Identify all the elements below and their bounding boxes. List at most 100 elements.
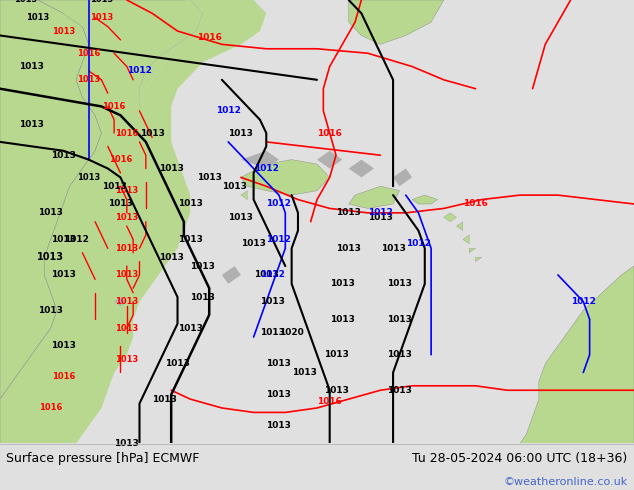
Text: 1012: 1012: [368, 208, 393, 218]
Text: 1013: 1013: [158, 253, 184, 262]
Text: 1012: 1012: [127, 67, 152, 75]
Text: 1013: 1013: [38, 306, 63, 315]
Text: 1013: 1013: [52, 26, 75, 36]
Polygon shape: [0, 0, 203, 443]
Text: 1013: 1013: [228, 128, 254, 138]
Text: 1016: 1016: [317, 397, 342, 406]
Text: 1013: 1013: [51, 270, 76, 279]
Text: 1016: 1016: [77, 49, 100, 58]
Text: 1013: 1013: [19, 62, 44, 71]
Polygon shape: [241, 191, 247, 199]
Text: 1013: 1013: [19, 120, 44, 129]
Polygon shape: [51, 0, 197, 443]
Text: 1012: 1012: [571, 297, 596, 306]
Text: 1013: 1013: [266, 390, 292, 399]
Text: 1013: 1013: [368, 213, 393, 222]
Text: 1013: 1013: [101, 182, 127, 191]
Text: ©weatheronline.co.uk: ©weatheronline.co.uk: [503, 477, 628, 487]
Text: 1013: 1013: [330, 279, 355, 288]
Text: 1013: 1013: [387, 350, 412, 359]
Text: 1013: 1013: [260, 328, 285, 337]
Text: 1013: 1013: [336, 244, 361, 253]
Text: 1012: 1012: [216, 106, 241, 115]
Text: 1012: 1012: [266, 199, 292, 208]
Polygon shape: [317, 151, 342, 169]
Text: 1012: 1012: [406, 240, 431, 248]
Polygon shape: [520, 266, 634, 443]
Text: 1013: 1013: [139, 128, 165, 138]
Text: 1013: 1013: [387, 279, 412, 288]
Polygon shape: [469, 248, 476, 253]
Text: 1013: 1013: [222, 182, 247, 191]
Text: 1012: 1012: [63, 235, 89, 244]
Polygon shape: [349, 186, 399, 208]
Text: 1013: 1013: [330, 315, 355, 324]
Text: 1013: 1013: [90, 0, 113, 4]
Text: 1013: 1013: [254, 270, 279, 279]
Text: 1012: 1012: [254, 164, 279, 173]
Polygon shape: [0, 0, 101, 399]
Polygon shape: [463, 235, 469, 244]
Polygon shape: [349, 0, 444, 44]
Text: 1013: 1013: [266, 421, 292, 430]
Text: 1016: 1016: [463, 199, 488, 208]
Text: 1013: 1013: [323, 350, 349, 359]
Polygon shape: [412, 195, 437, 204]
Text: 1013: 1013: [190, 262, 216, 270]
Text: 1013: 1013: [77, 75, 100, 84]
Text: 1013: 1013: [51, 151, 76, 160]
Text: 1013: 1013: [165, 359, 190, 368]
Text: 1013: 1013: [38, 208, 63, 218]
Text: 1013: 1013: [115, 244, 138, 253]
Text: Surface pressure [hPa] ECMWF: Surface pressure [hPa] ECMWF: [6, 452, 200, 465]
Text: 1013: 1013: [115, 297, 138, 306]
Polygon shape: [444, 213, 456, 221]
Text: 1013: 1013: [323, 386, 349, 395]
Text: 1013: 1013: [387, 386, 412, 395]
Text: Tu 28-05-2024 06:00 UTC (18+36): Tu 28-05-2024 06:00 UTC (18+36): [412, 452, 628, 465]
Text: 1016: 1016: [39, 403, 62, 413]
Text: 1016: 1016: [317, 128, 342, 138]
Text: 1013: 1013: [115, 186, 138, 195]
Text: 1013: 1013: [114, 439, 139, 448]
Polygon shape: [476, 257, 482, 262]
Polygon shape: [393, 169, 412, 186]
Text: 1013: 1013: [115, 213, 138, 222]
Text: 1013: 1013: [108, 199, 133, 208]
Text: 1013: 1013: [152, 394, 178, 404]
Text: 1016: 1016: [109, 155, 132, 164]
Text: 1013: 1013: [178, 324, 203, 333]
Text: 1016: 1016: [52, 372, 75, 381]
Text: 1013: 1013: [387, 315, 412, 324]
Text: 1013: 1013: [266, 359, 292, 368]
Text: 1020: 1020: [279, 328, 304, 337]
Text: 1013: 1013: [115, 270, 138, 279]
Text: 1013: 1013: [115, 324, 138, 333]
Polygon shape: [241, 151, 279, 169]
Polygon shape: [349, 160, 374, 177]
Text: 1013: 1013: [27, 13, 49, 22]
Text: 1013: 1013: [336, 208, 361, 218]
Text: 1016: 1016: [103, 102, 126, 111]
Text: 1013: 1013: [158, 164, 184, 173]
Text: 1013: 1013: [228, 213, 254, 222]
Text: 1013: 1013: [380, 244, 406, 253]
Polygon shape: [456, 221, 463, 231]
Text: 1016: 1016: [197, 33, 222, 42]
Text: 1013: 1013: [178, 199, 203, 208]
Text: 1013: 1013: [197, 173, 222, 182]
Text: 1013: 1013: [178, 235, 203, 244]
Text: 1012: 1012: [260, 270, 285, 279]
Text: 1013: 1013: [51, 342, 76, 350]
Text: 1016: 1016: [115, 128, 138, 138]
Text: 1013: 1013: [90, 13, 113, 22]
Text: 1013: 1013: [51, 235, 76, 244]
Polygon shape: [241, 160, 330, 195]
Text: 1013: 1013: [241, 240, 266, 248]
Text: 1012: 1012: [266, 235, 292, 244]
Polygon shape: [114, 297, 127, 306]
Text: 1013: 1013: [190, 293, 216, 302]
Text: 1013: 1013: [292, 368, 317, 377]
Text: 1013: 1013: [37, 252, 64, 262]
Polygon shape: [222, 266, 241, 284]
